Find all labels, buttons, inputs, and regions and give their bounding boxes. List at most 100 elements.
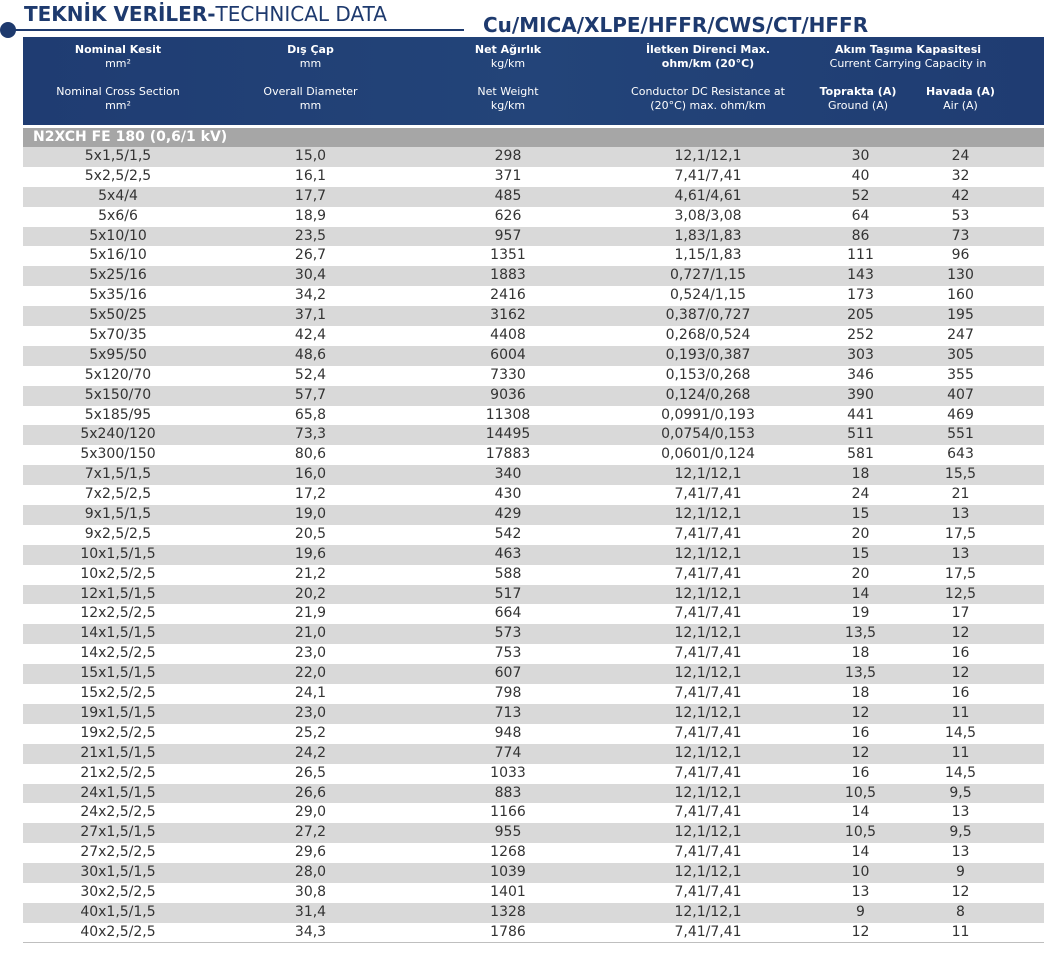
cell-resistance: 7,41/7,41 (674, 724, 742, 741)
header-weight: Net Ağırlık kg/km (408, 43, 608, 71)
cell-cross-section: 9x2,5/2,5 (84, 525, 152, 542)
cell-resistance: 7,41/7,41 (674, 804, 742, 821)
cell-air-capacity: 160 (947, 287, 974, 304)
cell-ground-capacity: 19 (851, 605, 870, 622)
cell-air-capacity: 12 (951, 883, 970, 900)
cell-weight: 957 (494, 227, 522, 244)
table-row: 15x1,5/1,5 22,0 607 12,1/12,1 13,5 12 (23, 664, 1044, 685)
table-row: 21x2,5/2,5 26,5 1033 7,41/7,41 16 14,5 (23, 763, 1044, 784)
cell-cross-section: 21x2,5/2,5 (80, 764, 156, 781)
cell-diameter: 52,4 (294, 366, 327, 383)
header-ground-tr: Toprakta (A) (819, 85, 897, 98)
cell-air-capacity: 11 (951, 744, 970, 761)
cell-cross-section: 19x2,5/2,5 (80, 724, 156, 741)
table-row: 5x25/16 30,4 1883 0,727/1,15 143 130 (23, 266, 1044, 287)
cell-ground-capacity: 24 (851, 486, 870, 503)
cell-cross-section: 27x1,5/1,5 (80, 824, 156, 841)
cell-ground-capacity: 13,5 (844, 625, 877, 642)
cell-air-capacity: 12,5 (944, 585, 977, 602)
cell-weight: 1039 (490, 864, 526, 881)
header-weight-en: Net Weight kg/km (408, 85, 608, 113)
header-diameter-tr-unit: mm (299, 57, 322, 70)
cell-weight: 1401 (490, 883, 526, 900)
header-resistance-en-label: Conductor DC Resistance at (631, 85, 785, 98)
cell-air-capacity: 247 (947, 327, 974, 344)
cell-ground-capacity: 52 (851, 187, 870, 204)
table-row: 19x2,5/2,5 25,2 948 7,41/7,41 16 14,5 (23, 723, 1044, 744)
cell-ground-capacity: 441 (847, 406, 874, 423)
cell-weight: 11308 (485, 406, 531, 423)
cell-weight: 14495 (485, 426, 531, 443)
cell-ground-capacity: 12 (851, 704, 870, 721)
table-row: 5x10/10 23,5 957 1,83/1,83 86 73 (23, 226, 1044, 247)
cell-weight: 429 (494, 506, 522, 523)
cell-weight: 664 (494, 605, 522, 622)
cell-resistance: 0,387/0,727 (665, 307, 751, 324)
cell-diameter: 48,6 (294, 346, 327, 363)
cell-air-capacity: 12 (951, 625, 970, 642)
cell-resistance: 12,1/12,1 (674, 864, 742, 881)
cell-diameter: 17,7 (294, 187, 327, 204)
cell-cross-section: 7x1,5/1,5 (84, 466, 152, 483)
cell-ground-capacity: 12 (851, 744, 870, 761)
table-row: 10x1,5/1,5 19,6 463 12,1/12,1 15 13 (23, 544, 1044, 565)
cell-diameter: 21,0 (294, 625, 327, 642)
cell-ground-capacity: 14 (851, 844, 870, 861)
cell-cross-section: 40x1,5/1,5 (80, 903, 156, 920)
cell-resistance: 7,41/7,41 (674, 645, 742, 662)
cell-weight: 4408 (490, 327, 526, 344)
cell-ground-capacity: 303 (847, 346, 874, 363)
cell-weight: 1268 (490, 844, 526, 861)
cell-air-capacity: 13 (951, 506, 970, 523)
cell-cross-section: 12x2,5/2,5 (80, 605, 156, 622)
cell-resistance: 7,41/7,41 (674, 167, 742, 184)
cell-resistance: 7,41/7,41 (674, 605, 742, 622)
cell-resistance: 0,0991/0,193 (661, 406, 755, 423)
table-row: 5x240/120 73,3 14495 0,0754/0,153 511 551 (23, 425, 1044, 446)
cell-weight: 713 (494, 704, 522, 721)
cell-weight: 607 (494, 665, 522, 682)
cell-ground-capacity: 18 (851, 466, 870, 483)
cell-weight: 955 (494, 824, 522, 841)
cell-resistance: 7,41/7,41 (674, 565, 742, 582)
cell-resistance: 0,268/0,524 (665, 327, 751, 344)
cell-resistance: 7,41/7,41 (674, 685, 742, 702)
cell-resistance: 7,41/7,41 (674, 486, 742, 503)
cell-ground-capacity: 16 (851, 724, 870, 741)
cell-ground-capacity: 581 (847, 446, 874, 463)
cell-cross-section: 15x2,5/2,5 (80, 685, 156, 702)
table-row: 5x50/25 37,1 3162 0,387/0,727 205 195 (23, 306, 1044, 327)
cell-diameter: 65,8 (294, 406, 327, 423)
header-air-en: Air (A) (943, 99, 978, 112)
page-title-en: TECHNICAL DATA (215, 2, 387, 26)
cell-cross-section: 19x1,5/1,5 (80, 704, 156, 721)
cell-air-capacity: 15,5 (944, 466, 977, 483)
cell-diameter: 26,7 (294, 247, 327, 264)
cell-ground-capacity: 20 (851, 525, 870, 542)
cell-resistance: 12,1/12,1 (674, 506, 742, 523)
header-cross-section: Nominal Kesit mm² (23, 43, 213, 71)
cell-weight: 626 (494, 207, 522, 224)
cell-weight: 9036 (490, 386, 526, 403)
cell-ground-capacity: 20 (851, 565, 870, 582)
cell-cross-section: 5x120/70 (84, 366, 152, 383)
header-cross-section-en-label: Nominal Cross Section (56, 85, 180, 98)
table-bottom-rule (23, 942, 1044, 943)
cell-resistance: 0,0754/0,153 (661, 426, 755, 443)
header-resistance-tr: İletken Direnci Max. (645, 43, 771, 56)
cell-cross-section: 40x2,5/2,5 (80, 923, 156, 940)
cell-ground-capacity: 511 (847, 426, 874, 443)
cell-air-capacity: 13 (951, 804, 970, 821)
table-header: Nominal Kesit mm² Nominal Cross Section … (23, 37, 1044, 125)
table-row: 9x2,5/2,5 20,5 542 7,41/7,41 20 17,5 (23, 524, 1044, 545)
cell-weight: 430 (494, 486, 522, 503)
cell-diameter: 23,0 (294, 645, 327, 662)
cell-cross-section: 5x6/6 (98, 207, 138, 224)
cell-resistance: 0,124/0,268 (665, 386, 751, 403)
cell-weight: 7330 (490, 366, 526, 383)
cell-diameter: 30,4 (294, 267, 327, 284)
cell-weight: 883 (494, 784, 522, 801)
table-row: 14x1,5/1,5 21,0 573 12,1/12,1 13,5 12 (23, 624, 1044, 645)
cell-cross-section: 5x50/25 (89, 307, 147, 324)
cell-diameter: 26,6 (294, 784, 327, 801)
